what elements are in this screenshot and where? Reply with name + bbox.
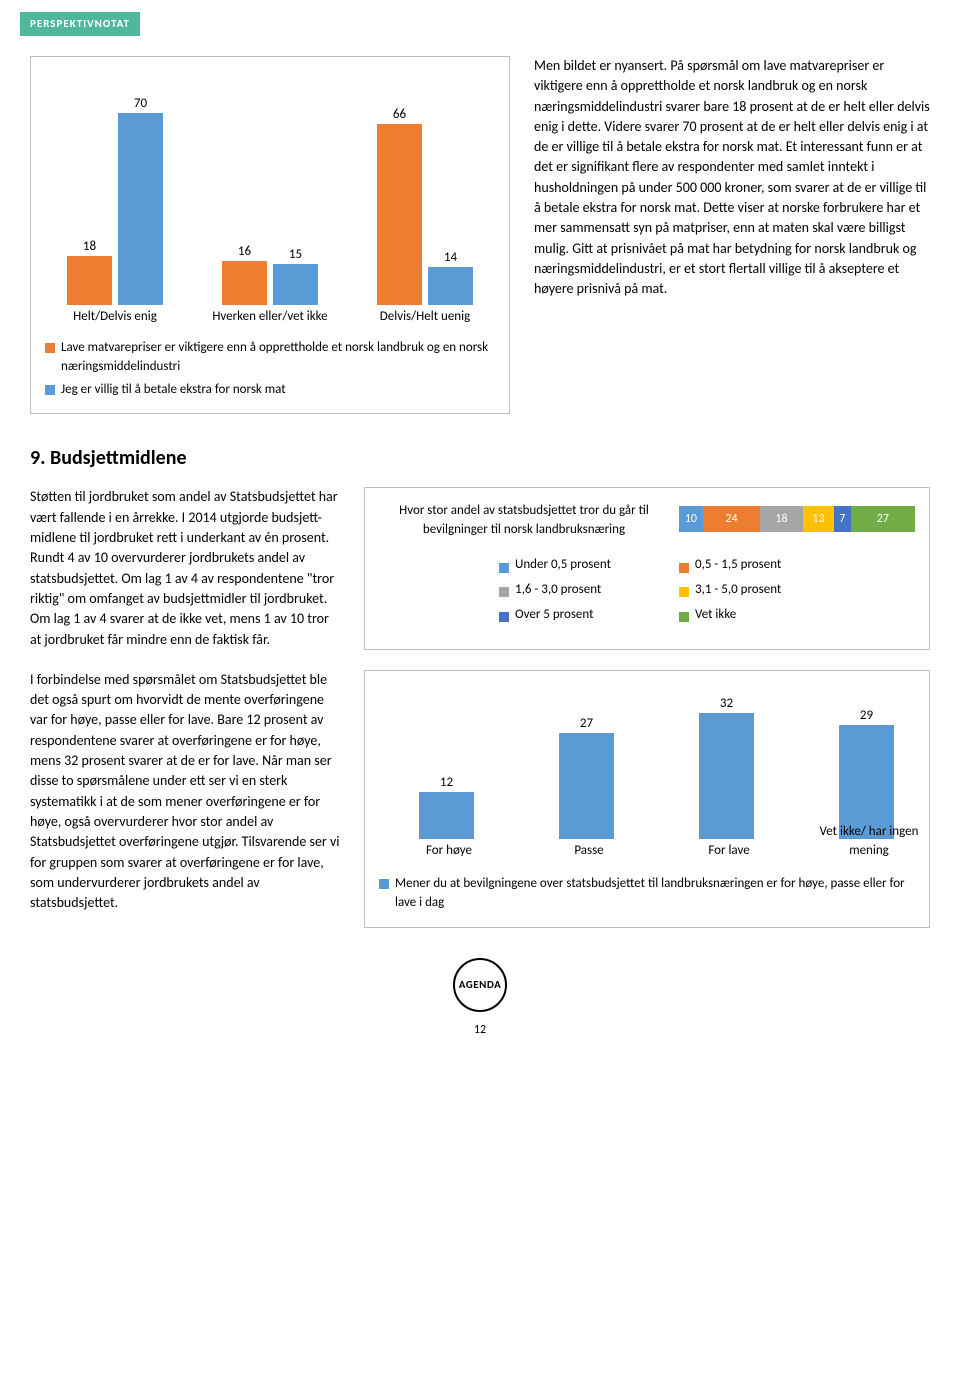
legend-swatch [499, 563, 509, 573]
chart1-bar: 18 [67, 256, 112, 305]
chart3-xcat: For høye [409, 842, 489, 861]
row-text-chart3: I forbindelse med spørsmålet om Statsbud… [30, 670, 930, 928]
legend-swatch [679, 587, 689, 597]
chart1-xcat: Hverken eller/vet ikke [205, 308, 335, 327]
legend-label: 0,5 - 1,5 prosent [695, 556, 781, 575]
legend-swatch [499, 612, 509, 622]
legend-label: 1,6 - 3,0 prosent [515, 581, 601, 600]
chart1-xcat: Helt/Delvis enig [50, 308, 180, 327]
paragraph-1: Men bildet er nyansert. På spørsmål om l… [534, 56, 930, 415]
page-footer: AGENDA 12 [30, 958, 930, 1039]
chart3-bar: 29 [839, 725, 894, 839]
stack-seg: 18 [760, 506, 803, 532]
stack-seg: 10 [679, 506, 703, 532]
legend-label: Under 0,5 prosent [515, 556, 611, 575]
paragraph-2: Støtten til jordbruket som andel av Stat… [30, 487, 340, 649]
bar-value: 32 [699, 695, 754, 714]
bar-value: 70 [118, 95, 163, 114]
chart1-bar: 70 [118, 113, 163, 305]
chart1-bar: 15 [273, 264, 318, 305]
legend-label: Vet ikke [695, 606, 736, 625]
legend-swatch [679, 612, 689, 622]
header-tag: PERSPEKTIVNOTAT [20, 12, 140, 36]
legend-label: Lave matvarepriser er viktigere enn å op… [61, 339, 495, 377]
chart2-legend: Under 0,5 prosent 0,5 - 1,5 prosent 1,6 … [499, 556, 915, 625]
chart1-bar: 14 [428, 267, 473, 305]
chart2-stackbar: 10 24 18 13 7 27 [679, 506, 915, 532]
chart1-bar: 16 [222, 261, 267, 305]
paragraph-3: I forbindelse med spørsmålet om Statsbud… [30, 670, 340, 928]
chart1-legend: Lave matvarepriser er viktigere enn å op… [45, 339, 495, 400]
chart3-bar: 27 [559, 733, 614, 839]
bar-value: 14 [428, 249, 473, 268]
chart2-container: Hvor stor andel av statsbudsjettet tror … [364, 487, 930, 649]
chart3-xcat: Vet ikke/ har ingen mening [809, 823, 929, 861]
chart3-plot: 12 For høye 27 Passe 32 For lave 29 Vet … [379, 681, 915, 861]
row-text-chart2: Støtten til jordbruket som andel av Stat… [30, 487, 930, 649]
chart3-legend: Mener du at bevilgningene over statsbuds… [379, 875, 915, 913]
stack-seg: 24 [703, 506, 760, 532]
stack-seg: 7 [834, 506, 851, 532]
section-heading: 9. Budsjettmidlene [30, 444, 930, 473]
chart3-bar: 32 [699, 713, 754, 839]
bar-value: 27 [559, 715, 614, 734]
legend-swatch [679, 563, 689, 573]
legend-swatch [379, 879, 389, 889]
bar-value: 12 [419, 774, 474, 793]
agenda-logo: AGENDA [453, 958, 507, 1012]
chart3-container: 12 For høye 27 Passe 32 For lave 29 Vet … [364, 670, 930, 928]
page-content: 18 70 Helt/Delvis enig 16 15 Hverke [0, 36, 960, 1059]
chart1-plot: 18 70 Helt/Delvis enig 16 15 Hverke [45, 67, 495, 327]
stack-seg: 27 [851, 506, 915, 532]
page-number: 12 [30, 1022, 930, 1039]
chart1-container: 18 70 Helt/Delvis enig 16 15 Hverke [30, 56, 510, 415]
chart1-bar: 66 [377, 124, 422, 305]
legend-label: Jeg er villig til å betale ekstra for no… [61, 381, 286, 400]
legend-label: 3,1 - 5,0 prosent [695, 581, 781, 600]
legend-swatch [45, 385, 55, 395]
chart2-title: Hvor stor andel av statsbudsjettet tror … [379, 498, 669, 540]
bar-value: 66 [377, 106, 422, 125]
legend-label: Mener du at bevilgningene over statsbuds… [395, 875, 915, 913]
legend-label: Over 5 prosent [515, 606, 593, 625]
bar-value: 18 [67, 238, 112, 257]
row-chart1-text: 18 70 Helt/Delvis enig 16 15 Hverke [30, 56, 930, 415]
legend-swatch [45, 343, 55, 353]
chart3-xcat: For lave [689, 842, 769, 861]
chart3-bar: 12 [419, 792, 474, 839]
chart3-xcat: Passe [549, 842, 629, 861]
bar-value: 15 [273, 246, 318, 265]
chart1-xcat: Delvis/Helt uenig [360, 308, 490, 327]
bar-value: 16 [222, 243, 267, 262]
stack-seg: 13 [803, 506, 834, 532]
legend-swatch [499, 587, 509, 597]
bar-value: 29 [839, 707, 894, 726]
